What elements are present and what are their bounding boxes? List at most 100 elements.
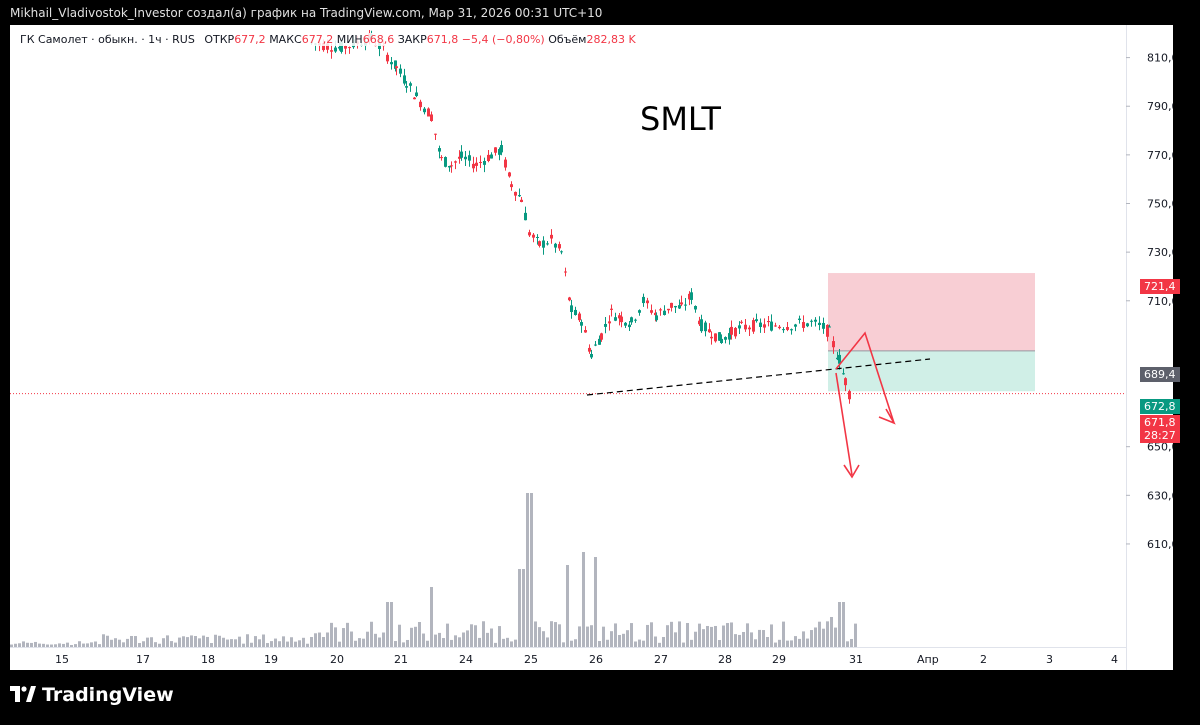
volume-bar — [358, 638, 361, 647]
volume-bar — [794, 636, 797, 647]
candle-body — [642, 296, 645, 304]
candle-body — [704, 322, 707, 332]
volume-bar — [250, 642, 253, 647]
volume-bar — [402, 642, 405, 647]
candle-body — [744, 324, 747, 330]
candle-body — [720, 338, 723, 344]
volume-bar — [298, 640, 301, 647]
volume-bar — [78, 641, 81, 647]
y-tick-label: 610,0 — [1147, 538, 1173, 551]
volume-bar — [22, 641, 25, 647]
candle-body — [828, 326, 831, 328]
volume-bar — [398, 624, 401, 647]
candle-body — [700, 319, 703, 332]
candle-body — [409, 83, 412, 86]
x-tick-label: 27 — [654, 653, 668, 666]
volume-bar — [598, 640, 601, 647]
ticker-annotation[interactable]: SMLT — [640, 100, 721, 138]
candle-body — [724, 337, 727, 340]
volume-bar — [314, 633, 317, 647]
volume-bar — [230, 639, 233, 647]
volume-bar — [802, 631, 805, 647]
x-tick-label: 20 — [330, 653, 344, 666]
volume-bar — [206, 636, 209, 647]
volume-bar — [150, 637, 153, 647]
candle-body — [822, 322, 825, 329]
volume-bar — [18, 643, 21, 647]
volume-bar — [126, 638, 129, 647]
candle-body — [770, 321, 773, 331]
volume-bar — [366, 631, 369, 647]
volume-bar — [310, 637, 313, 647]
volume-bar — [778, 639, 781, 647]
volume-bar — [750, 632, 753, 647]
volume-bar — [546, 637, 549, 647]
candle-body — [542, 240, 545, 248]
last-price-value: 671,8 — [1144, 416, 1176, 429]
candle-body — [322, 43, 325, 51]
volume-bar — [754, 639, 757, 647]
volume-bar — [538, 627, 541, 647]
tradingview-brand: TradingView — [10, 684, 174, 706]
candle-body — [386, 54, 389, 62]
candle-body — [778, 326, 781, 329]
volume-bar — [270, 641, 273, 647]
volume-bar — [90, 642, 93, 647]
candle-body — [708, 329, 711, 333]
volume-bar — [390, 602, 393, 647]
volume-bar — [562, 642, 565, 647]
volume-bar — [278, 641, 281, 647]
volume-bar — [634, 641, 637, 647]
candle-body — [738, 325, 741, 329]
candle-body — [413, 97, 416, 100]
volume-bar — [266, 643, 269, 647]
volume-bar — [122, 642, 125, 647]
y-tick-label: 710,0 — [1147, 295, 1173, 308]
candle-body — [524, 212, 527, 221]
volume-bar — [486, 632, 489, 647]
candle-body — [454, 161, 457, 163]
volume-bar — [54, 644, 57, 647]
x-tick-label: 2 — [980, 653, 987, 666]
volume-bar — [626, 630, 629, 647]
volume-bar — [722, 625, 725, 647]
candle-body — [550, 234, 553, 239]
volume-bar — [170, 641, 173, 647]
candle-body — [782, 329, 785, 331]
candle-body — [427, 108, 430, 117]
legend-volume-label: Объём — [548, 33, 587, 46]
candle-body — [430, 114, 433, 121]
candle-body — [520, 199, 523, 203]
volume-bar — [690, 639, 693, 647]
candle-body — [650, 310, 653, 313]
volume-bar — [618, 634, 621, 647]
chart-panel[interactable]: 810,0 790,0 770,0 750,0 730,0 710,0 650,0 630,0… — [10, 25, 1180, 670]
volume-bar — [274, 638, 277, 647]
candle-body — [348, 47, 351, 49]
candle-body — [734, 327, 737, 337]
candle-body — [340, 41, 343, 52]
candle-body — [730, 326, 733, 335]
candle-body — [399, 68, 402, 74]
volume-bar — [830, 617, 833, 647]
candle-body — [663, 310, 666, 315]
candle-body — [798, 318, 801, 320]
legend-symbol[interactable]: ГК Самолет · обыкн. · 1ч · RUS — [20, 33, 195, 46]
volume-bar — [62, 643, 65, 647]
candle-body — [528, 232, 531, 236]
volume-bar — [166, 635, 169, 647]
volume-bar — [758, 629, 761, 647]
candle-body — [790, 329, 793, 331]
volume-bar — [378, 637, 381, 647]
candle-body — [628, 324, 631, 328]
candle-body — [670, 302, 673, 308]
candle-body — [694, 305, 697, 310]
volume-bar — [558, 624, 561, 647]
volume-bar — [242, 643, 245, 647]
candle-body — [590, 354, 593, 358]
candle-body — [690, 292, 693, 300]
price-chart[interactable]: 810,0 790,0 770,0 750,0 730,0 710,0 650,0 630,0… — [10, 25, 1173, 670]
volume-bar — [14, 643, 17, 647]
volume-bar — [26, 642, 29, 647]
candle-body — [538, 241, 541, 246]
